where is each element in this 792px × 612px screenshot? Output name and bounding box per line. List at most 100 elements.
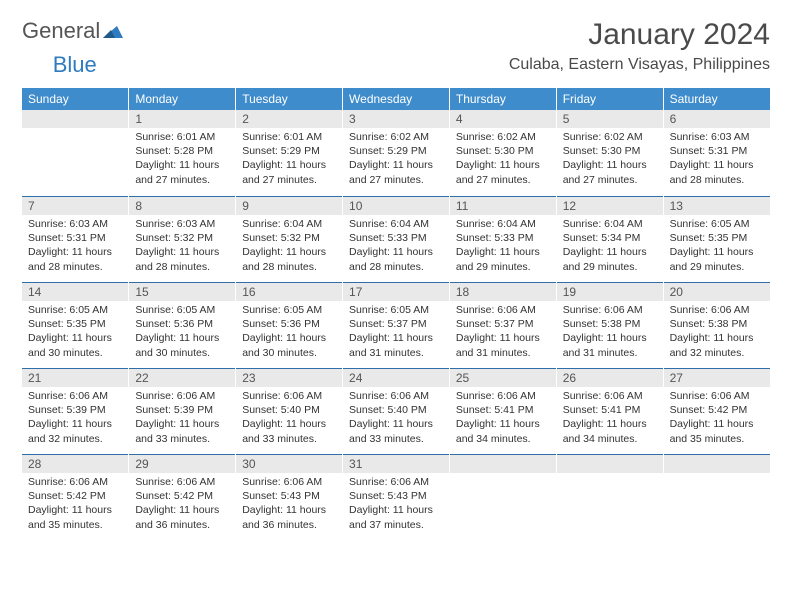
day-number: 31 [343, 454, 449, 473]
day-details: Sunrise: 6:06 AMSunset: 5:41 PMDaylight:… [450, 387, 556, 452]
daylight-line: Daylight: 11 hours and 27 minutes. [242, 158, 336, 186]
day-details: Sunrise: 6:06 AMSunset: 5:40 PMDaylight:… [343, 387, 449, 452]
sunrise-line: Sunrise: 6:06 AM [242, 389, 336, 403]
sunset-line: Sunset: 5:36 PM [242, 317, 336, 331]
calendar-day-cell: 28Sunrise: 6:06 AMSunset: 5:42 PMDayligh… [22, 454, 129, 540]
daylight-line: Daylight: 11 hours and 28 minutes. [349, 245, 443, 273]
sunset-line: Sunset: 5:32 PM [242, 231, 336, 245]
calendar-day-cell: 26Sunrise: 6:06 AMSunset: 5:41 PMDayligh… [556, 368, 663, 454]
daylight-line: Daylight: 11 hours and 31 minutes. [456, 331, 550, 359]
day-number: 21 [22, 368, 128, 387]
day-details: Sunrise: 6:06 AMSunset: 5:38 PMDaylight:… [664, 301, 770, 366]
daylight-line: Daylight: 11 hours and 30 minutes. [28, 331, 122, 359]
sunrise-line: Sunrise: 6:04 AM [456, 217, 550, 231]
weekday-header: Wednesday [343, 88, 450, 110]
sunset-line: Sunset: 5:34 PM [563, 231, 657, 245]
day-number: 9 [236, 196, 342, 215]
calendar-day-cell: 19Sunrise: 6:06 AMSunset: 5:38 PMDayligh… [556, 282, 663, 368]
sunrise-line: Sunrise: 6:04 AM [563, 217, 657, 231]
sunset-line: Sunset: 5:41 PM [456, 403, 550, 417]
sunrise-line: Sunrise: 6:03 AM [670, 130, 764, 144]
calendar-day-cell: 12Sunrise: 6:04 AMSunset: 5:34 PMDayligh… [556, 196, 663, 282]
logo: General [22, 18, 125, 44]
calendar-day-cell: 27Sunrise: 6:06 AMSunset: 5:42 PMDayligh… [663, 368, 770, 454]
calendar-page: General January 2024 Culaba, Eastern Vis… [0, 0, 792, 558]
daylight-line: Daylight: 11 hours and 36 minutes. [242, 503, 336, 531]
day-details: Sunrise: 6:06 AMSunset: 5:43 PMDaylight:… [343, 473, 449, 538]
sunset-line: Sunset: 5:43 PM [349, 489, 443, 503]
calendar-week-row: 28Sunrise: 6:06 AMSunset: 5:42 PMDayligh… [22, 454, 770, 540]
day-number: 10 [343, 196, 449, 215]
day-details: Sunrise: 6:04 AMSunset: 5:32 PMDaylight:… [236, 215, 342, 280]
sunset-line: Sunset: 5:37 PM [349, 317, 443, 331]
day-number: 12 [557, 196, 663, 215]
weekday-header: Tuesday [236, 88, 343, 110]
daylight-line: Daylight: 11 hours and 35 minutes. [28, 503, 122, 531]
daylight-line: Daylight: 11 hours and 34 minutes. [456, 417, 550, 445]
calendar-day-cell: 4Sunrise: 6:02 AMSunset: 5:30 PMDaylight… [449, 110, 556, 196]
calendar-day-cell [663, 454, 770, 540]
sunset-line: Sunset: 5:35 PM [28, 317, 122, 331]
sunrise-line: Sunrise: 6:06 AM [349, 475, 443, 489]
day-number: 20 [664, 282, 770, 301]
sunset-line: Sunset: 5:35 PM [670, 231, 764, 245]
sunset-line: Sunset: 5:38 PM [563, 317, 657, 331]
calendar-day-cell: 10Sunrise: 6:04 AMSunset: 5:33 PMDayligh… [343, 196, 450, 282]
day-number: 6 [664, 110, 770, 128]
day-number [22, 110, 128, 128]
weekday-header: Monday [129, 88, 236, 110]
sunset-line: Sunset: 5:28 PM [135, 144, 229, 158]
calendar-day-cell: 17Sunrise: 6:05 AMSunset: 5:37 PMDayligh… [343, 282, 450, 368]
day-number: 1 [129, 110, 235, 128]
calendar-day-cell: 11Sunrise: 6:04 AMSunset: 5:33 PMDayligh… [449, 196, 556, 282]
logo-icon [103, 18, 123, 44]
sunrise-line: Sunrise: 6:06 AM [135, 475, 229, 489]
sunset-line: Sunset: 5:33 PM [456, 231, 550, 245]
day-details: Sunrise: 6:02 AMSunset: 5:30 PMDaylight:… [450, 128, 556, 193]
sunrise-line: Sunrise: 6:06 AM [456, 389, 550, 403]
sunset-line: Sunset: 5:32 PM [135, 231, 229, 245]
daylight-line: Daylight: 11 hours and 36 minutes. [135, 503, 229, 531]
sunset-line: Sunset: 5:36 PM [135, 317, 229, 331]
day-number: 28 [22, 454, 128, 473]
calendar-day-cell: 29Sunrise: 6:06 AMSunset: 5:42 PMDayligh… [129, 454, 236, 540]
sunrise-line: Sunrise: 6:06 AM [242, 475, 336, 489]
daylight-line: Daylight: 11 hours and 37 minutes. [349, 503, 443, 531]
calendar-day-cell [449, 454, 556, 540]
day-number [664, 454, 770, 473]
sunset-line: Sunset: 5:31 PM [670, 144, 764, 158]
day-number: 23 [236, 368, 342, 387]
sunrise-line: Sunrise: 6:02 AM [349, 130, 443, 144]
day-number: 18 [450, 282, 556, 301]
day-details: Sunrise: 6:05 AMSunset: 5:36 PMDaylight:… [236, 301, 342, 366]
calendar-day-cell: 15Sunrise: 6:05 AMSunset: 5:36 PMDayligh… [129, 282, 236, 368]
sunset-line: Sunset: 5:29 PM [349, 144, 443, 158]
day-details: Sunrise: 6:06 AMSunset: 5:37 PMDaylight:… [450, 301, 556, 366]
sunrise-line: Sunrise: 6:06 AM [28, 475, 122, 489]
calendar-day-cell: 21Sunrise: 6:06 AMSunset: 5:39 PMDayligh… [22, 368, 129, 454]
day-details: Sunrise: 6:06 AMSunset: 5:40 PMDaylight:… [236, 387, 342, 452]
daylight-line: Daylight: 11 hours and 33 minutes. [349, 417, 443, 445]
day-number: 17 [343, 282, 449, 301]
daylight-line: Daylight: 11 hours and 29 minutes. [563, 245, 657, 273]
day-number: 13 [664, 196, 770, 215]
day-number: 3 [343, 110, 449, 128]
day-details: Sunrise: 6:03 AMSunset: 5:31 PMDaylight:… [22, 215, 128, 280]
day-details: Sunrise: 6:06 AMSunset: 5:42 PMDaylight:… [664, 387, 770, 452]
calendar-day-cell: 25Sunrise: 6:06 AMSunset: 5:41 PMDayligh… [449, 368, 556, 454]
sunset-line: Sunset: 5:43 PM [242, 489, 336, 503]
daylight-line: Daylight: 11 hours and 32 minutes. [670, 331, 764, 359]
calendar-day-cell: 23Sunrise: 6:06 AMSunset: 5:40 PMDayligh… [236, 368, 343, 454]
daylight-line: Daylight: 11 hours and 32 minutes. [28, 417, 122, 445]
day-details: Sunrise: 6:04 AMSunset: 5:34 PMDaylight:… [557, 215, 663, 280]
day-number: 4 [450, 110, 556, 128]
calendar-day-cell: 9Sunrise: 6:04 AMSunset: 5:32 PMDaylight… [236, 196, 343, 282]
daylight-line: Daylight: 11 hours and 33 minutes. [135, 417, 229, 445]
sunrise-line: Sunrise: 6:02 AM [563, 130, 657, 144]
calendar-day-cell: 8Sunrise: 6:03 AMSunset: 5:32 PMDaylight… [129, 196, 236, 282]
sunset-line: Sunset: 5:39 PM [28, 403, 122, 417]
calendar-day-cell: 1Sunrise: 6:01 AMSunset: 5:28 PMDaylight… [129, 110, 236, 196]
calendar-day-cell: 13Sunrise: 6:05 AMSunset: 5:35 PMDayligh… [663, 196, 770, 282]
calendar-day-cell [22, 110, 129, 196]
daylight-line: Daylight: 11 hours and 29 minutes. [670, 245, 764, 273]
